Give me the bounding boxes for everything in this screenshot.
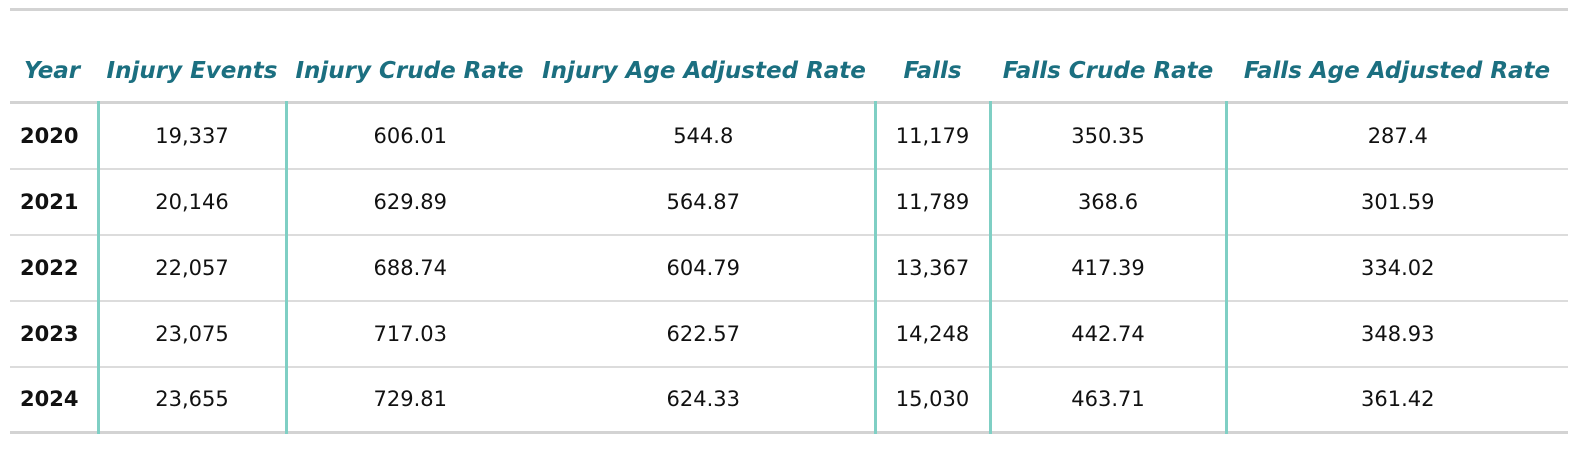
data-table-container: Year Injury Events Injury Crude Rate Injury… xyxy=(10,8,1568,434)
table-row: 2020 19,337 606.01 544.8 11,179 350.35 287.4 xyxy=(10,102,1568,169)
table-cell: 564.87 xyxy=(533,168,877,235)
table-cell: 13,367 xyxy=(875,234,992,301)
table-cell: 417.39 xyxy=(990,234,1228,301)
table-cell: 350.35 xyxy=(990,102,1228,169)
table-cell: 11,789 xyxy=(875,168,992,235)
table-cell: 717.03 xyxy=(373,321,447,346)
column-header: Injury Age Adjusted Rate xyxy=(542,58,866,84)
year-cell: 2022 xyxy=(10,234,100,301)
table-cell: 22,057 xyxy=(98,234,288,301)
column-header: Falls Age Adjusted Rate xyxy=(1243,58,1551,84)
table-cell: 688.74 xyxy=(373,255,447,280)
injury-falls-table: Year Injury Events Injury Crude Rate Injury… xyxy=(10,8,1568,434)
table-cell: 544.8 xyxy=(533,102,877,169)
table-cell: 287.4 xyxy=(1367,123,1428,148)
year-cell: 2020 xyxy=(10,102,100,169)
table-cell: 622.57 xyxy=(533,300,877,367)
table-row: 2023 23,075 717.03 622.57 14,248 442.74 348.93 xyxy=(10,300,1568,367)
table-cell: 301.59 xyxy=(1361,189,1435,214)
column-header: Falls xyxy=(903,58,962,84)
table-cell: 629.89 xyxy=(373,189,447,214)
table-cell: 368.6 xyxy=(990,168,1228,235)
table-cell: 20,146 xyxy=(98,168,288,235)
table-cell: 23,075 xyxy=(98,300,288,367)
year-cell: 2021 xyxy=(10,168,100,235)
table-cell: 361.42 xyxy=(1361,387,1435,412)
table-cell: 19,337 xyxy=(98,102,288,169)
table-cell: 11,179 xyxy=(875,102,992,169)
table-cell: 463.71 xyxy=(990,366,1228,433)
table-cell: 729.81 xyxy=(373,387,447,412)
column-header: Year xyxy=(24,58,81,84)
column-header: Injury Crude Rate xyxy=(295,58,524,84)
table-cell: 14,248 xyxy=(875,300,992,367)
table-header: Year Injury Events Injury Crude Rate Injury… xyxy=(10,9,1568,103)
table-cell: 604.79 xyxy=(533,234,877,301)
column-header: Injury Events xyxy=(106,58,278,84)
header-row: Year Injury Events Injury Crude Rate Injury… xyxy=(10,9,1568,103)
year-cell: 2023 xyxy=(10,300,100,367)
table-row: 2022 22,057 688.74 604.79 13,367 417.39 334.02 xyxy=(10,234,1568,301)
table-cell: 624.33 xyxy=(533,366,877,433)
table-cell: 15,030 xyxy=(875,366,992,433)
table-cell: 606.01 xyxy=(373,123,447,148)
table-body: 2020 19,337 606.01 544.8 11,179 350.35 287.4 20… xyxy=(10,102,1568,433)
table-cell: 23,655 xyxy=(98,366,288,433)
year-cell: 2024 xyxy=(10,366,100,433)
column-header: Falls Crude Rate xyxy=(1002,58,1214,84)
table-row: 2021 20,146 629.89 564.87 11,789 368.6 301.59 xyxy=(10,168,1568,235)
table-cell: 442.74 xyxy=(990,300,1228,367)
table-cell: 334.02 xyxy=(1361,255,1435,280)
table-cell: 348.93 xyxy=(1361,321,1435,346)
table-row: 2024 23,655 729.81 624.33 15,030 463.71 361.42 xyxy=(10,366,1568,433)
